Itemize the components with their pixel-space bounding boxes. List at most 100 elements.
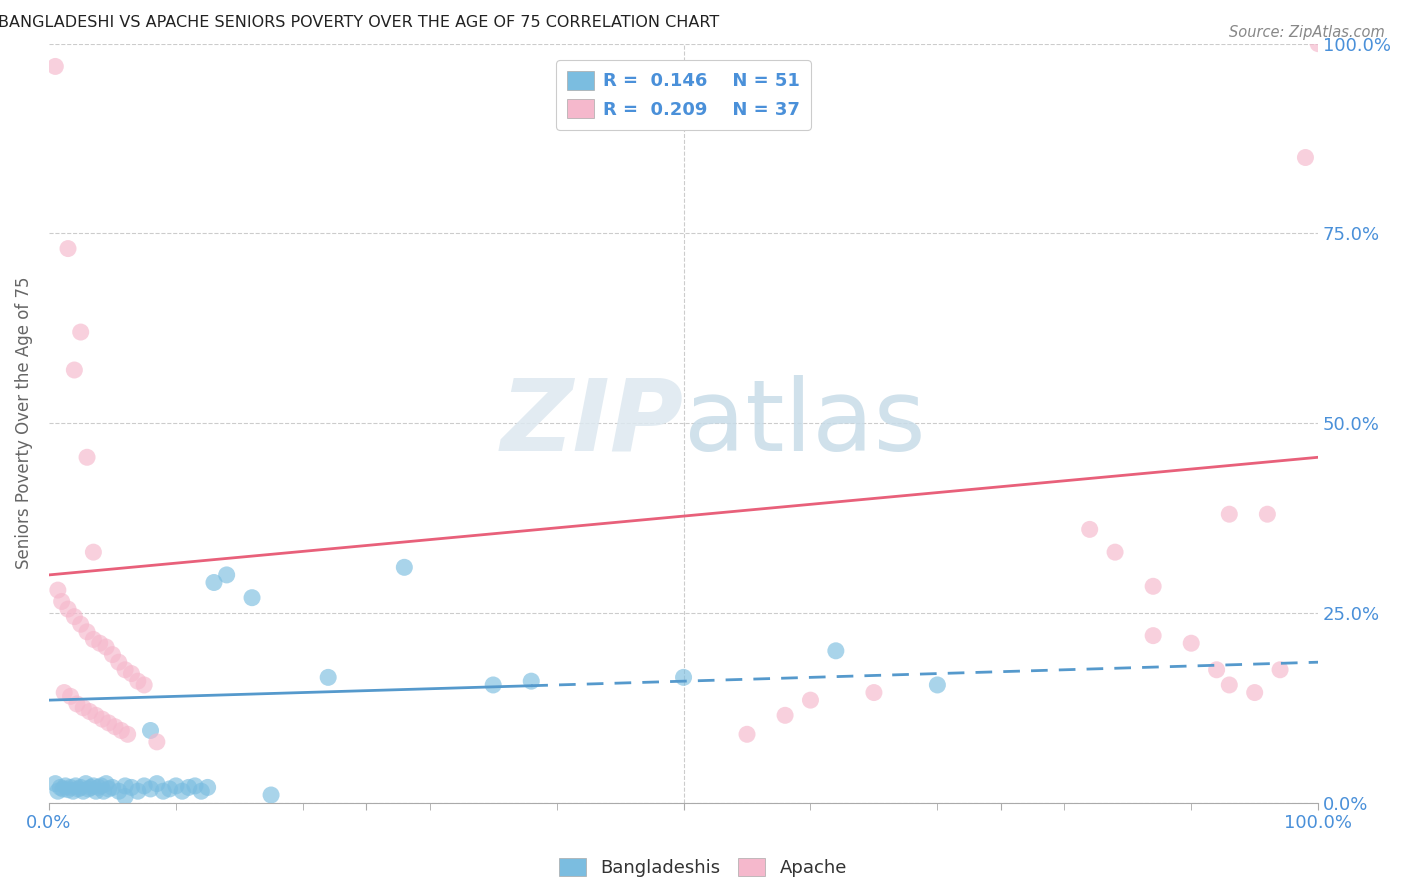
Point (63, 609, 86, 624)
Point (127, 674, 149, 689)
Point (672, 670, 695, 684)
Point (316, 670, 339, 684)
Point (114, 779, 136, 793)
Point (46, 583, 69, 598)
Point (152, 784, 174, 798)
Point (59, 690, 82, 704)
Point (55, 779, 77, 793)
Point (77, 781, 100, 796)
Point (394, 560, 416, 574)
Point (1268, 663, 1291, 677)
Text: ZIP: ZIP (501, 375, 683, 472)
Point (49, 780, 72, 795)
Point (79, 705, 101, 719)
Text: BANGLADESHI VS APACHE SENIORS POVERTY OVER THE AGE OF 75 CORRELATION CHART: BANGLADESHI VS APACHE SENIORS POVERTY OV… (0, 15, 720, 30)
Point (56, 602, 79, 616)
Point (89, 636, 111, 650)
Point (72, 784, 94, 798)
Point (1205, 663, 1227, 677)
Point (1142, 629, 1164, 643)
Point (66, 697, 89, 711)
Point (56, 782, 79, 797)
Point (97, 715, 120, 730)
Point (1308, 37, 1330, 51)
Point (1243, 685, 1265, 699)
Point (90, 779, 112, 793)
Point (51, 594, 73, 608)
Point (1078, 522, 1101, 536)
Point (117, 727, 139, 741)
Point (75, 776, 97, 790)
Point (110, 723, 132, 738)
Point (121, 780, 143, 795)
Point (91, 712, 114, 726)
Legend: Bangladeshis, Apache: Bangladeshis, Apache (551, 851, 855, 884)
Point (59, 780, 82, 795)
Point (76, 450, 98, 465)
Point (46, 784, 69, 798)
Point (1180, 636, 1202, 650)
Point (101, 780, 124, 795)
Point (139, 723, 162, 738)
Point (84, 784, 107, 798)
Point (1218, 678, 1240, 692)
Point (146, 776, 169, 790)
Point (240, 591, 263, 605)
Point (773, 708, 796, 723)
Point (824, 644, 846, 658)
Point (82, 632, 104, 647)
Point (80, 780, 103, 795)
Point (72, 700, 94, 714)
Point (63, 363, 86, 377)
Point (159, 781, 181, 796)
Point (127, 784, 149, 798)
Point (69, 325, 91, 339)
Point (114, 789, 136, 804)
Point (69, 780, 91, 795)
Point (44, 59, 66, 73)
Point (65, 779, 87, 793)
Point (260, 788, 283, 802)
Point (76, 624, 98, 639)
Point (146, 735, 169, 749)
Point (520, 674, 543, 689)
Point (107, 655, 129, 669)
Point (202, 575, 225, 590)
Point (114, 663, 136, 677)
Point (82, 779, 104, 793)
Point (799, 693, 821, 707)
Point (84, 708, 107, 723)
Point (1294, 151, 1316, 165)
Point (44, 776, 66, 790)
Point (134, 678, 156, 692)
Point (1256, 507, 1278, 521)
Point (134, 779, 156, 793)
Point (1104, 545, 1126, 559)
Point (52, 781, 75, 796)
Point (482, 678, 505, 692)
Point (93, 784, 115, 798)
Point (82, 545, 104, 559)
Point (87, 780, 110, 795)
Text: Source: ZipAtlas.com: Source: ZipAtlas.com (1229, 25, 1385, 40)
Point (172, 784, 194, 798)
Point (863, 685, 886, 699)
Point (190, 784, 212, 798)
Point (67, 781, 90, 796)
Point (1142, 579, 1164, 593)
Point (101, 648, 124, 662)
Point (184, 779, 207, 793)
Legend: R =  0.146    N = 51, R =  0.209    N = 37: R = 0.146 N = 51, R = 0.209 N = 37 (557, 61, 811, 129)
Point (94, 776, 117, 790)
Point (197, 780, 219, 795)
Point (215, 568, 238, 582)
Point (1218, 507, 1240, 521)
Point (177, 780, 200, 795)
Point (165, 779, 187, 793)
Point (69, 617, 91, 632)
Point (62, 784, 84, 798)
Point (927, 678, 949, 692)
Y-axis label: Seniors Poverty Over the Age of 75: Seniors Poverty Over the Age of 75 (15, 277, 32, 569)
Point (56, 242, 79, 256)
Text: atlas: atlas (683, 375, 925, 472)
